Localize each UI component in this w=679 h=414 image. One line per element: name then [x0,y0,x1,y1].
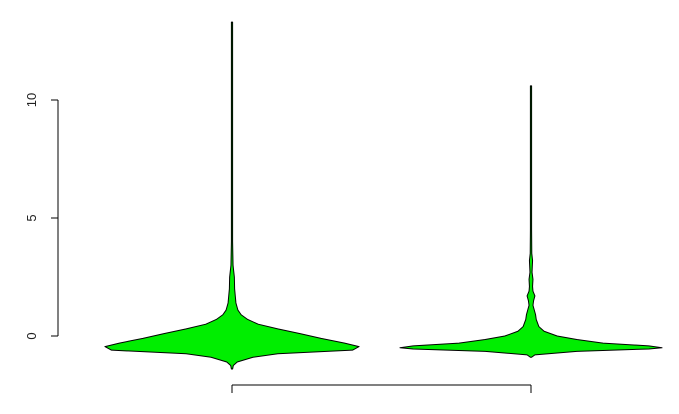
y-tick-label-0: 0 [24,332,39,339]
y-tick-label-5: 5 [24,214,39,221]
violins-group [104,21,663,370]
violin-1 [104,21,360,370]
violin-2 [399,85,663,358]
y-tick-label-10: 10 [24,93,39,107]
